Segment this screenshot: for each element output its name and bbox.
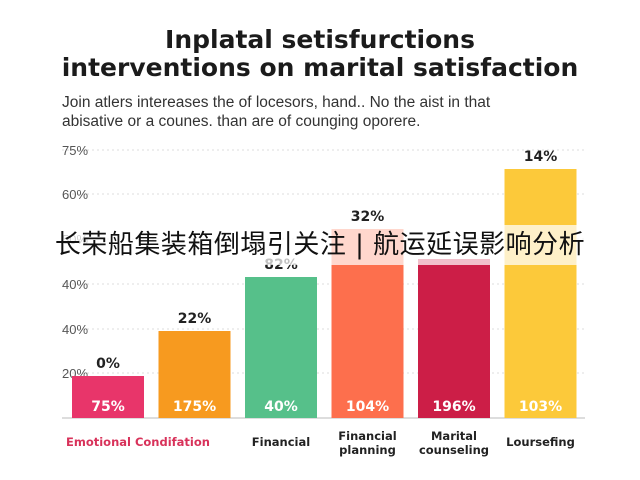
bar (245, 277, 317, 418)
bar-top-label: 14% (524, 149, 558, 165)
bar-value-label: 196% (432, 399, 475, 415)
bar-top-label: 22% (178, 311, 212, 327)
chart-subtitle-line: abisative or a counes. than are of coung… (62, 113, 420, 130)
bar-value-label: 40% (264, 399, 298, 415)
x-category-label: Marital (431, 429, 477, 443)
x-category-label: Financial (338, 429, 396, 443)
overlay-banner-text: 长荣船集装箱倒塌引关注 | 航运延误影响分析 (54, 230, 586, 260)
bar-top-label: 32% (351, 209, 385, 225)
bar-value-label: 103% (519, 399, 562, 415)
y-tick-label: 40% (62, 322, 88, 337)
x-category-label: Financial (252, 435, 310, 449)
chart-title-line: Inplatal setisfurctions (165, 25, 475, 54)
bar-top-label: 0% (96, 356, 120, 372)
x-category-label: planning (339, 443, 396, 457)
x-category-label: counseling (419, 443, 489, 457)
chart-subtitle-group: Join atlers intereases the of locesors, … (62, 94, 491, 130)
bar (504, 169, 577, 418)
chart-subtitle-line: Join atlers intereases the of locesors, … (62, 94, 491, 111)
bars (72, 169, 577, 418)
bar (418, 259, 490, 418)
y-tick-label: 60% (62, 187, 88, 202)
x-axis-categories: Emotional Condifation Financial Financialp… (66, 429, 575, 457)
y-tick-label: 75% (62, 143, 88, 158)
y-tick-label: 40% (62, 277, 88, 292)
x-category-label: Emotional Condifation (66, 435, 210, 449)
bar (158, 331, 231, 418)
bar-value-label: 75% (91, 399, 125, 415)
bar-value-label: 175% (173, 399, 216, 415)
overlay-banner: 长荣船集装箱倒塌引关注 | 航运延误影响分析 (0, 225, 640, 265)
bar-value-label: 104% (346, 399, 389, 415)
bar (72, 376, 144, 418)
x-category-label: Loursefing (506, 435, 575, 449)
chart-title-line: interventions on marital satisfaction (62, 53, 579, 82)
